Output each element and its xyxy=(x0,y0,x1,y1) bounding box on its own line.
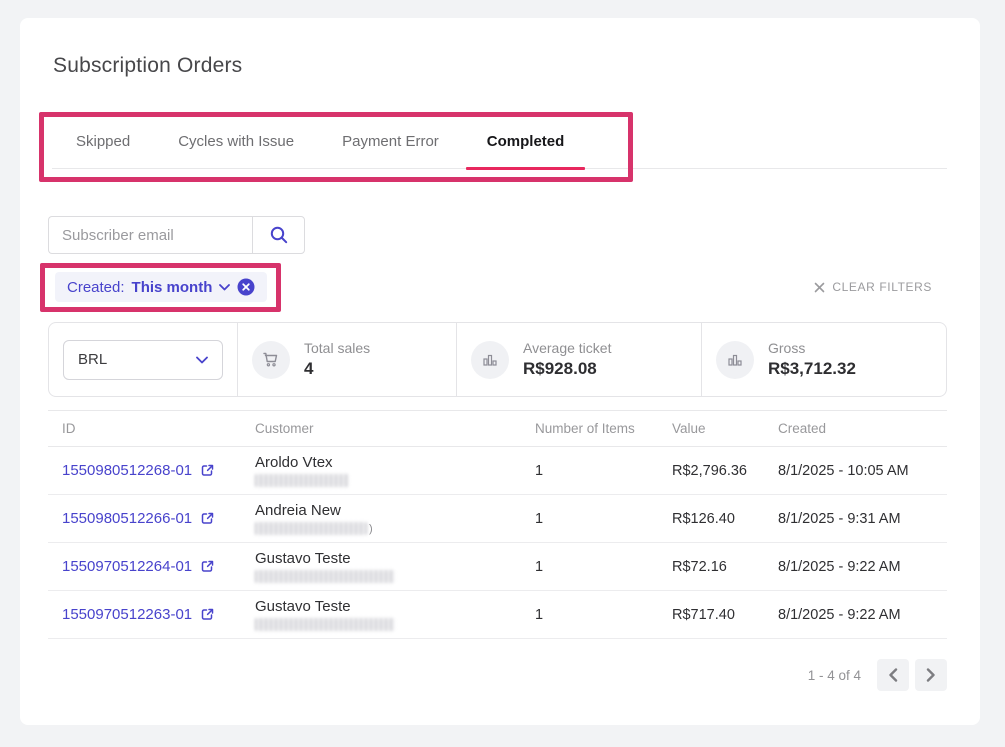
filter-chip-value: This month xyxy=(131,278,213,296)
tab-cycles-with-issue[interactable]: Cycles with Issue xyxy=(154,114,318,168)
tab-completed[interactable]: Completed xyxy=(463,114,589,170)
metric-label: Average ticket xyxy=(523,340,612,356)
next-page-button[interactable] xyxy=(915,659,947,691)
filter-row: Created: This month xyxy=(40,263,947,312)
customer-name: Gustavo Teste xyxy=(255,550,351,567)
table-row: 1550980512266-01 Andreia New ) xyxy=(48,495,947,543)
search-control xyxy=(48,216,305,254)
order-id-cell: 1550980512268-01 xyxy=(48,462,241,479)
clear-filters-label: CLEAR FILTERS xyxy=(832,280,932,294)
redacted-email xyxy=(255,474,349,487)
customer-cell: Andreia New ) xyxy=(241,502,521,535)
created-cell: 8/1/2025 - 9:31 AM xyxy=(778,510,901,527)
currency-selected-value: BRL xyxy=(78,351,108,368)
customer-cell: Gustavo Teste xyxy=(241,550,521,583)
tab-skipped[interactable]: Skipped xyxy=(52,114,154,168)
table-header: ID Customer Number of Items Value Create… xyxy=(48,410,947,447)
value-cell: R$72.16 xyxy=(672,558,727,575)
tabs-section: Skipped Cycles with Issue Payment Error … xyxy=(39,112,947,182)
external-link-icon[interactable] xyxy=(200,559,215,574)
redacted-email xyxy=(255,522,367,535)
metric-text: Average ticket R$928.08 xyxy=(523,340,611,379)
order-id-link[interactable]: 1550980512266-01 xyxy=(62,510,193,527)
chevron-right-icon xyxy=(926,668,936,682)
currency-select[interactable]: BRL xyxy=(63,339,223,380)
stats-panel: BRL Total sales xyxy=(48,322,947,397)
metric-label: Gross xyxy=(768,340,806,356)
order-id-cell: 1550970512263-01 xyxy=(48,606,241,623)
bar-chart-icon xyxy=(716,340,754,379)
external-link-icon[interactable] xyxy=(200,463,215,478)
order-id-link[interactable]: 1550970512263-01 xyxy=(62,606,193,623)
column-header-created: Created xyxy=(778,421,827,436)
customer-name: Gustavo Teste xyxy=(255,598,351,615)
table-row: 1550970512263-01 Gustavo Teste 1 R$717.4… xyxy=(48,591,947,639)
redacted-email-tail: ) xyxy=(369,523,373,535)
created-cell: 8/1/2025 - 9:22 AM xyxy=(778,558,901,575)
previous-page-button[interactable] xyxy=(877,659,909,691)
items-cell: 1 xyxy=(535,558,544,575)
metric-average-ticket: Average ticket R$928.08 xyxy=(456,323,701,396)
created-cell: 8/1/2025 - 9:22 AM xyxy=(778,606,901,623)
customer-cell: Gustavo Teste xyxy=(241,598,521,631)
metric-value: R$3,712.32 xyxy=(768,359,856,378)
order-id-link[interactable]: 1550980512268-01 xyxy=(62,462,193,479)
metric-value: R$928.08 xyxy=(523,359,597,378)
bar-chart-icon xyxy=(471,340,509,379)
chevron-down-icon xyxy=(219,283,231,291)
page-title: Subscription Orders xyxy=(53,54,243,77)
order-id-link[interactable]: 1550970512264-01 xyxy=(62,558,193,575)
value-cell: R$2,796.36 xyxy=(672,462,747,479)
circle-x-icon[interactable] xyxy=(237,278,255,296)
value-cell: R$126.40 xyxy=(672,510,735,527)
search-icon xyxy=(269,225,289,245)
filter-chip-label: Created: xyxy=(67,278,125,296)
search-input[interactable] xyxy=(48,216,252,254)
currency-section: BRL xyxy=(49,323,237,396)
pager-buttons xyxy=(877,659,947,691)
search-button[interactable] xyxy=(252,216,305,254)
clear-filters-button[interactable]: CLEAR FILTERS xyxy=(814,280,932,294)
search-row xyxy=(48,216,947,254)
tab-payment-error[interactable]: Payment Error xyxy=(318,114,463,168)
external-link-icon[interactable] xyxy=(200,511,215,526)
tab-bar: Skipped Cycles with Issue Payment Error … xyxy=(52,114,947,170)
x-icon xyxy=(814,282,825,293)
order-id-cell: 1550980512266-01 xyxy=(48,510,241,527)
items-cell: 1 xyxy=(535,462,544,479)
metric-value: 4 xyxy=(304,359,314,378)
pagination: 1 - 4 of 4 xyxy=(48,659,947,691)
pagination-range: 1 - 4 of 4 xyxy=(807,667,861,683)
created-cell: 8/1/2025 - 10:05 AM xyxy=(778,462,909,479)
external-link-icon[interactable] xyxy=(200,607,215,622)
customer-name: Aroldo Vtex xyxy=(255,454,333,471)
metric-gross: Gross R$3,712.32 xyxy=(701,323,946,396)
chevron-left-icon xyxy=(888,668,898,682)
table-row: 1550980512268-01 Aroldo Vtex 1 R$2,796.3… xyxy=(48,447,947,495)
redacted-email xyxy=(255,570,395,583)
metric-total-sales: Total sales 4 xyxy=(237,323,456,396)
content-card: Subscription Orders Skipped Cycles with … xyxy=(20,18,980,725)
filter-chip-created[interactable]: Created: This month xyxy=(55,272,268,302)
table-row: 1550970512264-01 Gustavo Teste 1 R$72.16 xyxy=(48,543,947,591)
redacted-email xyxy=(255,618,395,631)
order-id-cell: 1550970512264-01 xyxy=(48,558,241,575)
column-header-id: ID xyxy=(62,421,76,436)
metric-text: Gross R$3,712.32 xyxy=(768,340,856,379)
cart-icon xyxy=(252,340,290,379)
column-header-items: Number of Items xyxy=(535,421,635,436)
items-cell: 1 xyxy=(535,510,544,527)
items-cell: 1 xyxy=(535,606,544,623)
value-cell: R$717.40 xyxy=(672,606,735,623)
chevron-down-icon xyxy=(196,356,208,364)
column-header-value: Value xyxy=(672,421,706,436)
orders-table: ID Customer Number of Items Value Create… xyxy=(48,410,947,639)
metric-label: Total sales xyxy=(304,340,371,356)
column-header-customer: Customer xyxy=(255,421,314,436)
customer-name: Andreia New xyxy=(255,502,341,519)
metric-text: Total sales 4 xyxy=(304,340,370,379)
customer-cell: Aroldo Vtex xyxy=(241,454,521,487)
filter-chip-wrap: Created: This month xyxy=(40,263,282,312)
